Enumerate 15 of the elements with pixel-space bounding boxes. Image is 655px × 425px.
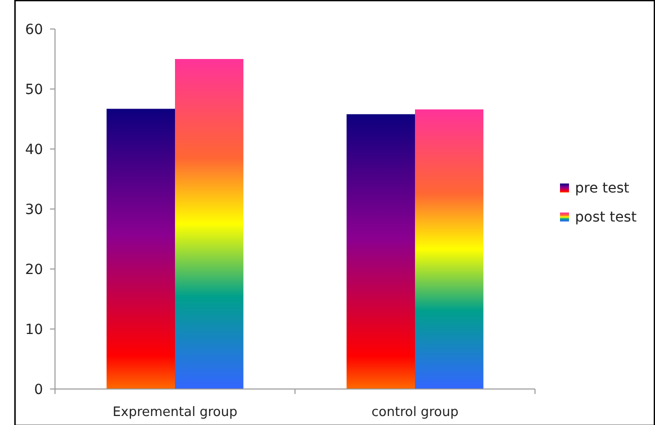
x-tick-label: Expremental group <box>112 405 238 420</box>
legend-label: pre test <box>575 180 630 196</box>
y-tick-label: 30 <box>25 202 43 218</box>
y-tick-label: 20 <box>25 262 43 278</box>
bar <box>346 114 415 389</box>
y-tick-label: 50 <box>25 82 43 98</box>
x-tick-label: control group <box>372 405 458 420</box>
legend-label: post test <box>575 210 638 226</box>
bar <box>175 59 244 389</box>
y-tick-label: 10 <box>25 322 43 338</box>
bar <box>106 108 175 389</box>
bar <box>415 109 484 389</box>
y-tick-label: 40 <box>25 142 43 158</box>
y-tick-label: 0 <box>34 382 43 398</box>
y-tick-label: 60 <box>25 22 43 38</box>
